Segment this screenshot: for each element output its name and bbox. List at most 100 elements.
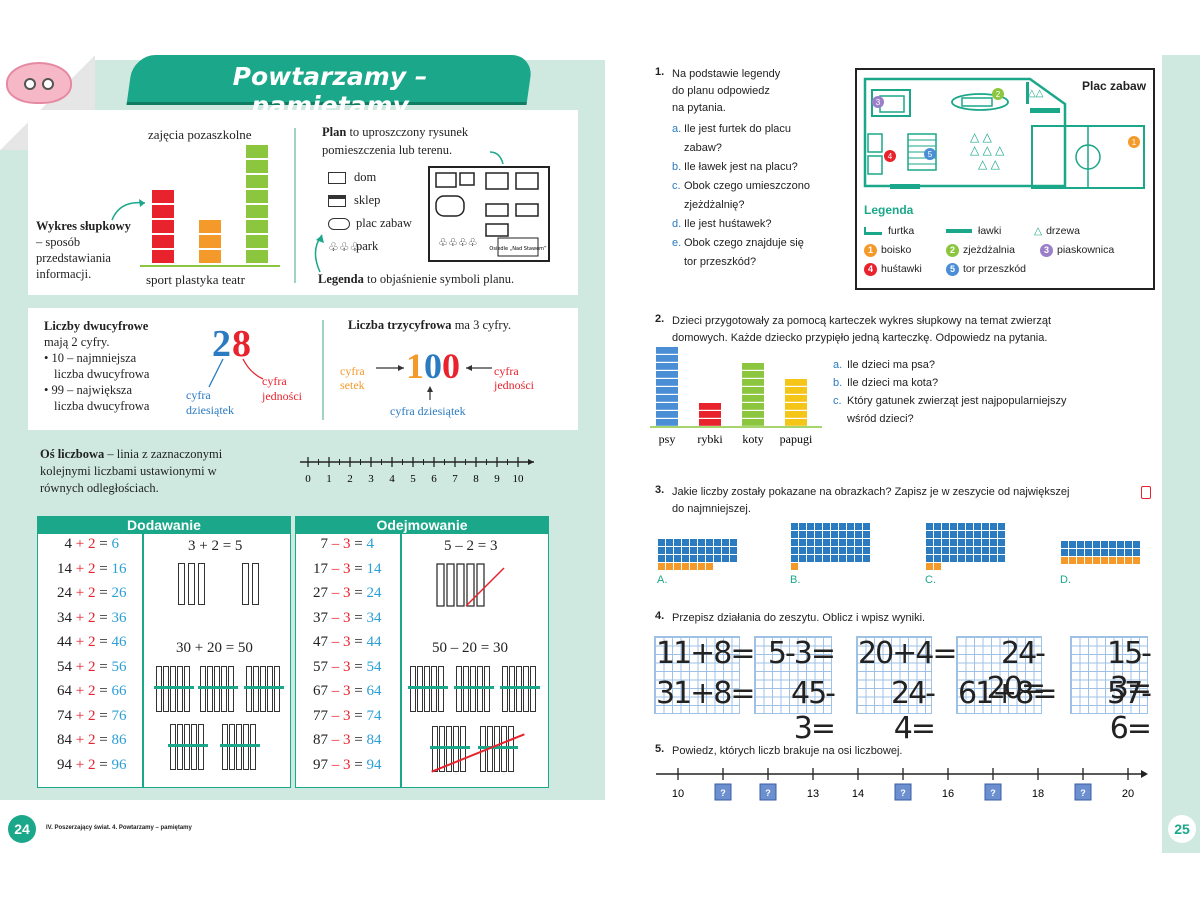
operand-b: 2: [87, 756, 96, 773]
operand-b: 3: [343, 609, 351, 626]
result: 36: [111, 609, 127, 626]
legend-label: ławki: [978, 225, 1002, 237]
operator: –: [328, 609, 343, 626]
missing-number-box: [1074, 783, 1092, 801]
plan-def-rest: to uproszczony rysunek pomieszczenia lub…: [322, 125, 469, 157]
q1-line: na pytania.: [672, 102, 726, 114]
pet-bar-segment: [785, 403, 807, 410]
pet-bar-segment: [656, 419, 678, 426]
exercise-grid: [856, 636, 932, 714]
result: 86: [111, 732, 127, 748]
mini-bar-segment: [199, 235, 221, 249]
q2-line: Dzieci przygotowały za pomocą karteczek …: [672, 315, 1052, 327]
ten-rod: [790, 554, 885, 562]
sub-text: Ile ławek jest na placu?: [684, 161, 798, 173]
missing-number-box: [759, 783, 777, 801]
legend-def-rest: to objaśnienie symboli planu.: [366, 272, 515, 286]
three-digit-heading: Liczba trzycyfrowa ma 3 cyfry.: [348, 318, 512, 332]
tree-icon: △: [1034, 225, 1043, 237]
operator: +: [72, 756, 88, 773]
sub-text: Ile jest furtek do placu: [684, 123, 792, 135]
q1: 1. Na podstawie legendy do planu odpowied…: [655, 66, 845, 272]
svg-text:5: 5: [928, 150, 933, 159]
equation-row: 37 – 3 = 34: [306, 610, 398, 635]
result: 26: [111, 585, 127, 601]
equals: =: [350, 732, 367, 748]
sub-text: Obok czego znajduje się: [684, 237, 804, 249]
q3-label-c: C.: [925, 574, 936, 586]
sub-letter: a.: [672, 123, 682, 135]
operand-a: 24: [57, 585, 72, 601]
q5-number: 5.: [655, 743, 665, 755]
exercise-bottom: 57-6=: [1107, 676, 1152, 746]
pet-bar-segment: [656, 395, 678, 402]
q4: 4. Przepisz działania do zeszytu. Oblicz…: [655, 610, 1135, 627]
number-line: 0 1 2 3 4 5 6 7 8 9 10: [300, 457, 534, 485]
label-units-3: cyfra jedności: [494, 364, 534, 392]
exercise-top: 15-3=: [1107, 636, 1152, 706]
mini-bar-segment: [246, 160, 268, 174]
pets-bar-chart: psy rybki koty papugi: [650, 347, 822, 446]
bundles-30-20: [154, 664, 286, 784]
stick-bundle: [198, 666, 238, 712]
page-number-left: 24: [8, 815, 36, 843]
pet-bar-segment: [785, 411, 807, 418]
intro-divider: [294, 128, 296, 283]
svg-text:♧♧♧♧: ♧♧♧♧: [438, 236, 477, 249]
operand-b: 2: [87, 585, 96, 601]
legend-definition: Legenda to objaśnienie symboli planu.: [318, 272, 514, 287]
pet-bar-segment: [742, 371, 764, 378]
q1-sub: a. Ile jest furtek do placu: [672, 120, 845, 139]
exercise-bottom: 45-3=: [791, 676, 836, 746]
operator: +: [72, 609, 88, 626]
stick-bundle: [500, 666, 540, 712]
missing-number-mark: ?: [1080, 788, 1086, 798]
pet-bar-segment: [785, 419, 807, 426]
equals: =: [95, 634, 112, 650]
operator: –: [328, 585, 343, 601]
svg-text:1: 1: [1132, 138, 1137, 147]
legend-item: 5 tor przeszkód: [946, 260, 1026, 279]
equals: =: [95, 560, 112, 577]
ten-rod: [657, 554, 747, 562]
q2-line: domowych. Każde dziecko przypięło jedną …: [672, 332, 1048, 344]
three-digit-arrows: [376, 365, 492, 400]
equation-row: 34 + 2 = 36: [50, 610, 140, 635]
missing-number-mark: ?: [720, 788, 726, 798]
equals: =: [95, 658, 112, 675]
operand-a: 67: [313, 683, 328, 699]
equation-row: 27 – 3 = 24: [306, 585, 398, 610]
legend-sklep: sklep: [328, 189, 412, 212]
tick-label: 5: [410, 473, 416, 485]
pet-bar-segment: [742, 387, 764, 394]
operator: –: [328, 683, 343, 699]
equation-row: 54 + 2 = 56: [50, 659, 140, 684]
operator: +: [72, 536, 88, 552]
pet-bar-segment: [742, 379, 764, 386]
q5-text: Powiedz, których liczb brakuje na osi li…: [672, 745, 903, 757]
operand-a: 74: [57, 707, 72, 724]
equals: =: [350, 658, 367, 675]
sub-text: Ile dzieci ma kota?: [847, 377, 939, 389]
mini-bar-segment: [246, 220, 268, 234]
operator: +: [72, 560, 88, 577]
pet-bar-segment: [656, 403, 678, 410]
svg-text:△ △ △: △ △ △: [970, 143, 1005, 157]
pet-bar-segment: [742, 419, 764, 426]
q1-sub: d. Ile jest huśtawek?: [672, 215, 845, 234]
result: 96: [111, 756, 127, 773]
legend-number-icon: 1: [864, 243, 877, 257]
bar-chart-arrow: [111, 199, 146, 221]
operand-a: 77: [313, 707, 328, 724]
legend-plac-zabaw: plac zabaw: [328, 212, 412, 235]
tick-label: 1: [326, 473, 332, 485]
operand-a: 97: [313, 756, 328, 773]
plan-arrows: [314, 151, 504, 273]
sub-letter: c.: [672, 180, 681, 192]
ones-row: [790, 562, 885, 570]
equals: =: [350, 585, 367, 601]
missing-number-box: [984, 783, 1002, 801]
equals: =: [350, 609, 367, 626]
operand-a: 84: [57, 732, 72, 748]
mini-bar-segment: [152, 205, 174, 219]
